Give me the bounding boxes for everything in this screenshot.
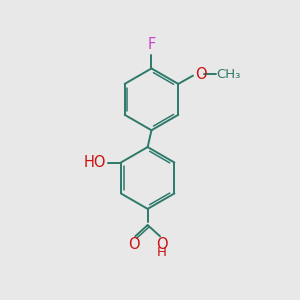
Text: O: O (156, 237, 168, 252)
Text: O: O (128, 237, 139, 252)
Text: HO: HO (84, 155, 106, 170)
Text: H: H (157, 246, 167, 259)
Text: F: F (147, 37, 156, 52)
Text: O: O (195, 67, 207, 82)
Text: CH₃: CH₃ (217, 68, 241, 81)
